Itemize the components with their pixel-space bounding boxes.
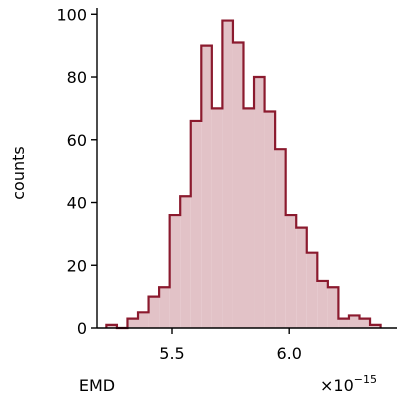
histogram-bar [190, 120, 202, 328]
x-tick-label: 5.5 [159, 344, 184, 363]
histogram-bar [106, 324, 117, 328]
histogram-bar [169, 215, 181, 328]
y-axis-label: counts [9, 146, 28, 199]
histogram-bar [138, 312, 149, 328]
histogram-bar [159, 287, 170, 328]
histogram-bar [127, 318, 139, 328]
histogram-outline [105, 19, 382, 330]
histogram-bar [359, 318, 371, 328]
histogram-bar [370, 324, 381, 328]
histogram-bar [232, 42, 244, 329]
y-tick-label: 80 [67, 68, 87, 87]
histogram-bar [306, 252, 318, 328]
y-tick-label: 60 [67, 131, 87, 150]
axes: 0 20 40 60 80 100 5.5 6.0 [56, 5, 397, 363]
y-tick-label: 100 [56, 5, 87, 24]
histogram-bar [348, 315, 360, 328]
histogram-bar [211, 108, 223, 329]
histogram-bar [222, 20, 233, 329]
y-tick-label: 40 [67, 194, 87, 213]
histogram-bar [327, 287, 339, 328]
x-axis-offset-multiplier: ×10−15 [320, 373, 377, 395]
histogram-bar [275, 149, 286, 328]
x-axis-offset-exponent: −15 [354, 373, 377, 386]
histogram-bar [180, 196, 191, 328]
histogram-bar [338, 318, 349, 328]
x-tick-label: 6.0 [276, 344, 301, 363]
histogram-bar [285, 215, 297, 328]
histogram-bar [148, 296, 160, 328]
histogram-bar [264, 111, 276, 328]
y-tick-label: 20 [67, 256, 87, 275]
histogram-bar [201, 45, 212, 328]
x-axis-label: EMD [79, 376, 115, 395]
histogram-bar [243, 108, 255, 329]
histogram-bar [296, 227, 307, 328]
y-tick-label: 0 [77, 319, 87, 338]
histogram-bar [254, 77, 265, 328]
plot-area [105, 19, 382, 330]
histogram-bar [317, 280, 328, 328]
